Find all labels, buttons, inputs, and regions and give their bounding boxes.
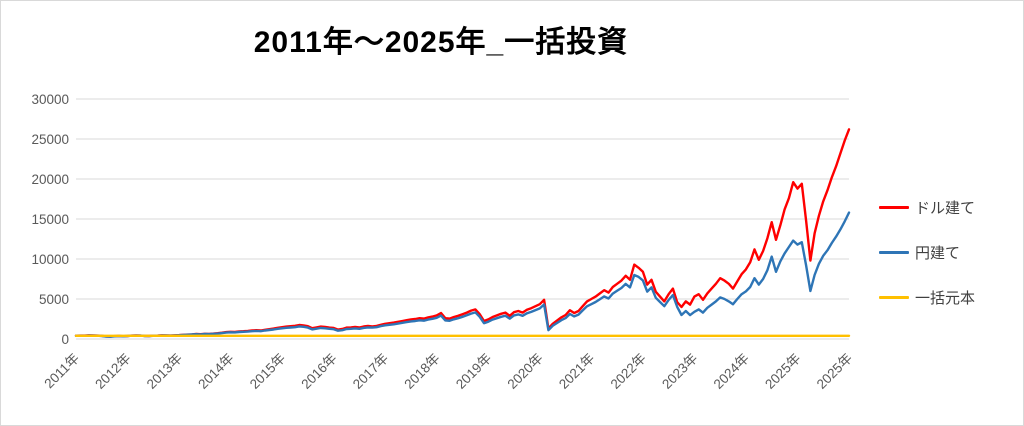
- line-dollar: [74, 128, 851, 338]
- legend-item-yen: 円建て: [879, 242, 1019, 263]
- x-tick-label: 2013年: [144, 351, 185, 392]
- y-tick-label: 20000: [31, 172, 69, 187]
- legend-label-yen: 円建て: [915, 245, 961, 262]
- x-tick-label: 2021年: [556, 351, 597, 392]
- y-tick-label: 30000: [31, 92, 69, 107]
- legend-item-principal: 一括元本: [879, 287, 1019, 308]
- yen-line-swatch: [879, 251, 909, 254]
- x-tick-label: 2017年: [350, 351, 391, 392]
- legend-item-dollar: ドル建て: [879, 197, 1019, 218]
- x-tick-label: 2025年: [762, 351, 803, 392]
- x-tick-label: 2015年: [247, 351, 288, 392]
- x-tick-label: 2025年: [814, 351, 855, 392]
- legend-label-principal: 一括元本: [915, 290, 976, 307]
- x-tick-label: 2012年: [92, 351, 133, 392]
- y-tick-label: 5000: [39, 292, 69, 307]
- x-tick-label: 2023年: [659, 351, 700, 392]
- x-tick-label: 2016年: [298, 351, 339, 392]
- x-tick-label: 2024年: [711, 351, 752, 392]
- x-tick-label: 2020年: [505, 351, 546, 392]
- legend: ドル建て 円建て 一括元本: [879, 197, 1019, 308]
- y-tick-label: 25000: [31, 132, 69, 147]
- y-tick-label: 10000: [31, 252, 69, 267]
- x-tick-label: 2019年: [453, 351, 494, 392]
- y-tick-label: 0: [61, 332, 69, 347]
- x-tick-label: 2011年: [41, 351, 82, 392]
- line-yen: [74, 211, 851, 338]
- x-tick-label: 2022年: [608, 351, 649, 392]
- principal-line-swatch: [879, 296, 909, 299]
- dollar-line-swatch: [879, 206, 909, 209]
- chart-title: 2011年〜2025年_一括投資: [253, 26, 629, 59]
- x-tick-label: 2018年: [401, 351, 442, 392]
- legend-label-dollar: ドル建て: [915, 200, 976, 217]
- y-tick-label: 15000: [31, 212, 69, 227]
- x-tick-label: 2014年: [195, 351, 236, 392]
